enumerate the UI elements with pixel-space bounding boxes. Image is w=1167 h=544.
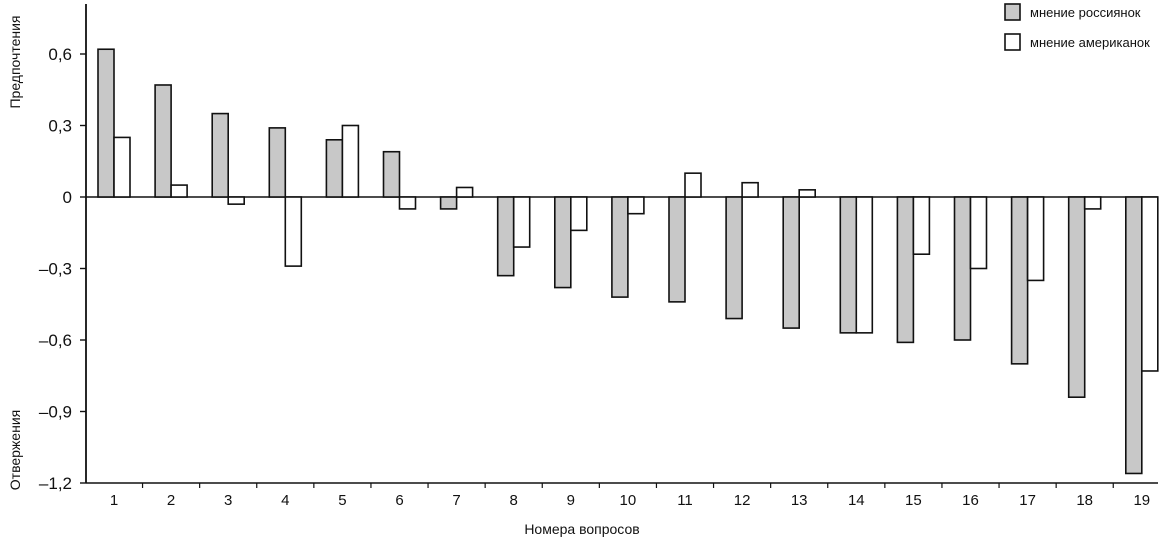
legend-label-russian: мнение россиянок bbox=[1030, 5, 1141, 20]
x-tick-label: 6 bbox=[395, 492, 403, 509]
bar-american-q19 bbox=[1141, 196, 1159, 372]
x-tick-label: 1 bbox=[110, 492, 118, 509]
bar-russian-q15 bbox=[896, 196, 915, 344]
y-tick-label: 0 bbox=[63, 188, 72, 207]
bars bbox=[97, 48, 1159, 475]
y-tick-label: –0,9 bbox=[39, 403, 72, 422]
legend-swatch-american bbox=[1004, 33, 1021, 51]
x-tick-label: 18 bbox=[1076, 492, 1093, 509]
bar-russian-q13 bbox=[782, 196, 801, 329]
x-tick-label: 12 bbox=[734, 492, 751, 509]
x-tick-label: 4 bbox=[281, 492, 289, 509]
bar-russian-q9 bbox=[553, 196, 572, 289]
bar-american-q12 bbox=[741, 181, 759, 198]
bar-russian-q8 bbox=[496, 196, 515, 277]
x-tick-label: 2 bbox=[167, 492, 175, 509]
x-tick-label: 10 bbox=[620, 492, 637, 509]
bar-russian-q14 bbox=[839, 196, 858, 334]
bar-russian-q17 bbox=[1010, 196, 1029, 365]
y-tick-label: –0,3 bbox=[39, 260, 72, 279]
x-tick-label: 15 bbox=[905, 492, 922, 509]
x-tick-label: 14 bbox=[848, 492, 865, 509]
bar-russian-q10 bbox=[611, 196, 629, 298]
bar-russian-q1 bbox=[97, 48, 115, 198]
bar-american-q17 bbox=[1026, 196, 1045, 282]
y-tick-label: 0,3 bbox=[48, 117, 72, 136]
bar-russian-q7 bbox=[439, 196, 458, 210]
bar-american-q5 bbox=[341, 124, 360, 198]
bar-russian-q18 bbox=[1067, 196, 1086, 398]
x-tick-label: 13 bbox=[791, 492, 808, 509]
bar-american-q3 bbox=[227, 196, 245, 205]
bar-american-q13 bbox=[798, 189, 817, 198]
bar-american-q4 bbox=[284, 196, 303, 267]
y-tick-labels: 0,6 0,3 0 –0,3 –0,6 –0,9 –1,2 bbox=[39, 45, 72, 493]
bar-american-q18 bbox=[1083, 196, 1102, 210]
bar-russian-q12 bbox=[725, 196, 743, 320]
x-tick-label: 16 bbox=[962, 492, 979, 509]
bar-russian-q11 bbox=[668, 196, 686, 303]
bar-american-q15 bbox=[912, 196, 931, 256]
bar-american-q14 bbox=[855, 196, 874, 334]
x-tick-label: 9 bbox=[567, 492, 575, 509]
bar-russian-q2 bbox=[154, 84, 172, 198]
x-tick-label: 17 bbox=[1019, 492, 1036, 509]
y-tick-label: –1,2 bbox=[39, 474, 72, 493]
x-tick-label: 3 bbox=[224, 492, 232, 509]
bar-russian-q3 bbox=[211, 112, 229, 198]
legend: мнение россиянок мнение американок bbox=[1004, 3, 1150, 51]
x-tick-label: 19 bbox=[1133, 492, 1150, 509]
y-tick-label: 0,6 bbox=[48, 45, 72, 64]
bar-russian-q6 bbox=[382, 150, 401, 198]
legend-label-american: мнение американок bbox=[1030, 35, 1150, 50]
bar-american-q16 bbox=[969, 196, 988, 270]
bar-russian-q5 bbox=[325, 139, 344, 198]
bar-american-q2 bbox=[170, 184, 188, 198]
x-tick-label: 8 bbox=[510, 492, 518, 509]
x-axis-label: Номера вопросов bbox=[524, 521, 639, 537]
bar-american-q7 bbox=[455, 186, 474, 198]
x-tick-labels: 1 2 3 4 5 6 7 8 9 10 11 12 13 14 15 16 17 18 19 bbox=[110, 492, 1150, 509]
bar-american-q8 bbox=[512, 196, 531, 248]
bar-russian-q16 bbox=[953, 196, 972, 341]
x-tick-label: 11 bbox=[677, 492, 693, 509]
y-axis-label-top: Предпочтения bbox=[7, 15, 23, 108]
y-tick-label: –0,6 bbox=[39, 331, 72, 350]
x-tick-label: 5 bbox=[338, 492, 346, 509]
y-axis-label-bottom: Отвержения bbox=[7, 410, 23, 490]
bar-american-q6 bbox=[398, 196, 417, 210]
bar-american-q10 bbox=[627, 196, 645, 215]
bar-american-q1 bbox=[113, 136, 131, 198]
x-tick-label: 7 bbox=[452, 492, 460, 509]
bar-american-q11 bbox=[684, 172, 702, 198]
bar-american-q9 bbox=[569, 196, 588, 232]
legend-swatch-russian bbox=[1004, 3, 1021, 21]
bar-russian-q4 bbox=[268, 127, 287, 198]
bar-russian-q19 bbox=[1125, 196, 1143, 475]
